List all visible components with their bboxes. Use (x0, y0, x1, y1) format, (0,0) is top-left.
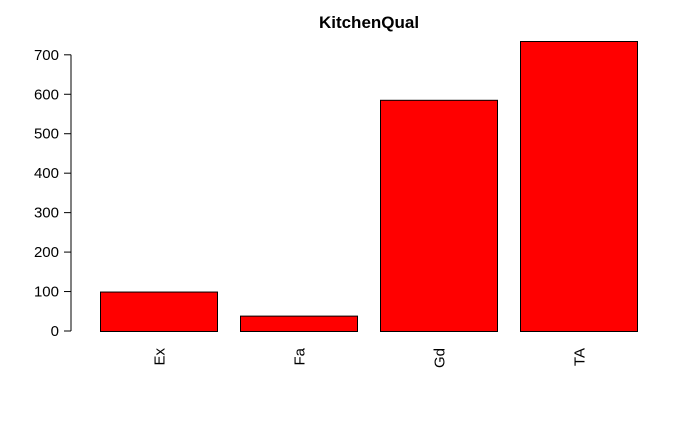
bar-ex (100, 291, 218, 333)
y-tick-label: 200 (34, 244, 59, 261)
bars (100, 41, 638, 333)
x-tick-label-fa: Fa (292, 347, 309, 365)
x-tick-label-gd: Gd (432, 348, 449, 368)
y-tick-label: 0 (51, 323, 59, 340)
y-tick-label: 300 (34, 205, 59, 222)
bar-fa (240, 315, 358, 332)
x-tick-label-ta: TA (572, 348, 589, 366)
y-tick-label: 400 (34, 165, 59, 182)
y-axis: 0 100 200 300 400 500 600 700 (34, 47, 71, 340)
bar-gd (380, 99, 498, 333)
x-axis-labels: Ex Fa Gd TA (152, 347, 589, 368)
y-tick-label: 500 (34, 126, 59, 143)
x-tick-label-ex: Ex (152, 348, 169, 366)
bar-ta (520, 41, 638, 332)
y-tick-label: 100 (34, 284, 59, 301)
y-tick-label: 700 (34, 47, 59, 64)
chart-title: KitchenQual (319, 13, 419, 32)
y-tick-label: 600 (34, 86, 59, 103)
